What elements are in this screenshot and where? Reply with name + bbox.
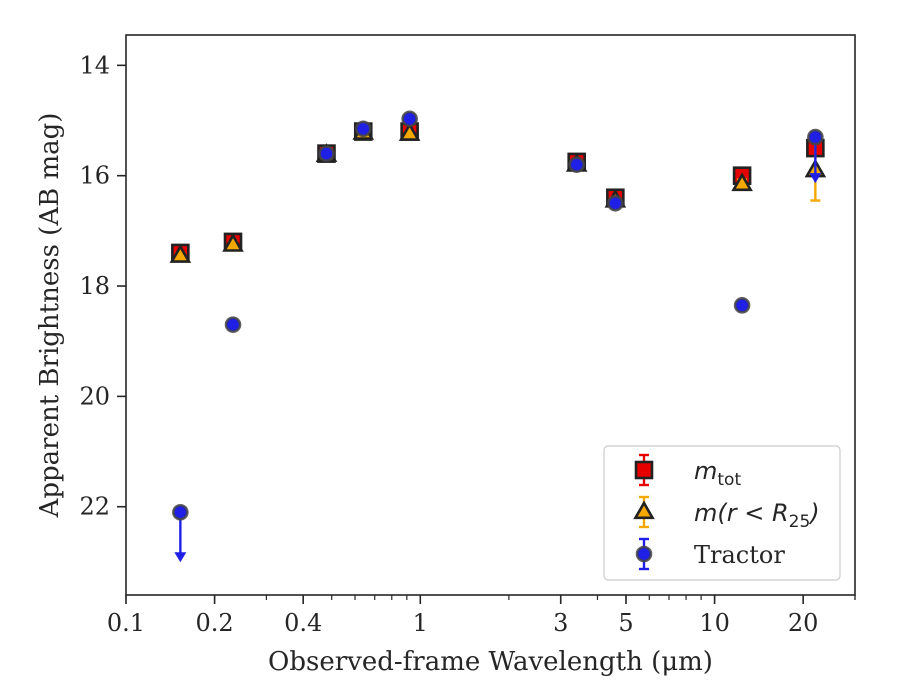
data-point xyxy=(568,156,586,173)
x-axis-label: Observed-frame Wavelength (μm) xyxy=(268,647,713,677)
upper-limit-arrowhead xyxy=(174,552,187,563)
x-tick-label: 1 xyxy=(413,609,428,637)
legend-label: m(r < R25) xyxy=(694,499,820,532)
plot-content xyxy=(169,110,827,563)
data-point xyxy=(607,194,624,212)
x-tick-label: 10 xyxy=(699,609,730,637)
y-tick-label: 16 xyxy=(79,162,110,190)
plot-frame xyxy=(125,34,856,596)
data-point xyxy=(318,145,335,162)
legend-marker-square xyxy=(634,460,654,480)
x-tick-label: 5 xyxy=(618,609,633,637)
legend: mtot m(r < R25) Tractor xyxy=(603,445,841,581)
data-point xyxy=(169,244,192,263)
legend-marker-triangle xyxy=(633,500,655,520)
x-tick-label: 0.1 xyxy=(107,609,145,637)
data-point xyxy=(398,122,421,141)
data-point xyxy=(224,316,242,333)
upper-limit-arrowhead xyxy=(809,173,822,184)
data-point xyxy=(731,172,753,192)
legend-box xyxy=(603,445,841,581)
data-point xyxy=(807,128,824,146)
x-tick-label: 0.2 xyxy=(196,609,234,637)
legend-marker-circle xyxy=(635,545,653,563)
x-tick-label: 20 xyxy=(788,609,819,637)
data-point xyxy=(354,120,372,138)
x-axis: 0.1 0.2 0.4 1 3 5 10 20 xyxy=(107,595,856,637)
x-tick-label: 0.4 xyxy=(284,609,322,637)
y-tick-label: 20 xyxy=(79,382,110,410)
y-tick-label: 14 xyxy=(79,51,110,79)
y-tick-label: 22 xyxy=(79,493,110,521)
y-axis: 14 16 18 20 22 xyxy=(79,51,126,521)
data-point xyxy=(222,233,244,252)
legend-label: Tractor xyxy=(694,541,785,569)
data-point xyxy=(172,503,189,521)
x-tick-label: 3 xyxy=(553,609,568,637)
y-tick-label: 18 xyxy=(79,272,110,300)
data-point xyxy=(401,110,418,128)
y-axis-label: Apparent Brightness (AB mag) xyxy=(35,113,65,519)
series-2 xyxy=(172,110,824,563)
legend-label: mtot xyxy=(694,457,741,490)
data-point xyxy=(733,297,751,314)
